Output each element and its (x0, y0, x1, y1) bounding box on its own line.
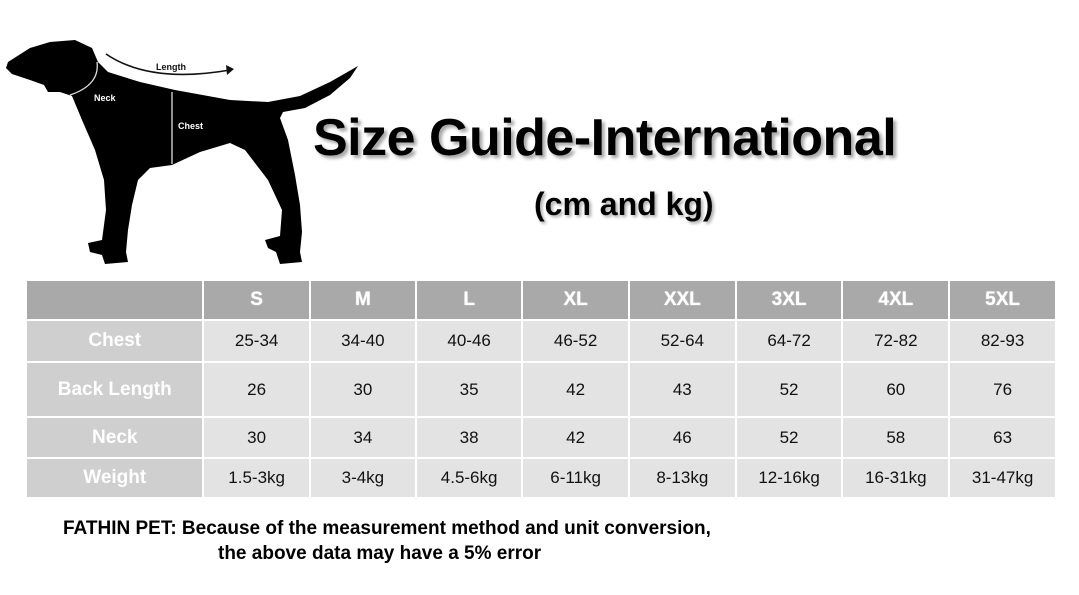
length-label: Length (156, 62, 186, 72)
table-cell: 30 (310, 363, 415, 416)
header-cell: S (204, 281, 309, 319)
row-label: Chest (27, 321, 203, 361)
dog-measurement-diagram: Length Neck Chest (6, 40, 358, 264)
table-cell: 38 (416, 418, 522, 457)
size-table: S M L XL XXL 3XL 4XL 5XL Chest 25-34 34-40… (25, 279, 1057, 499)
table-cell: 8-13kg (629, 459, 735, 497)
table-cell: 72-82 (843, 321, 949, 361)
header-cell: 5XL (950, 281, 1055, 319)
table-cell: 46-52 (523, 321, 628, 361)
table-cell: 43 (629, 363, 735, 416)
header-cell (27, 281, 203, 319)
table-cell: 60 (843, 363, 949, 416)
row-label: Weight (27, 459, 203, 497)
page-subtitle: (cm and kg) (534, 186, 714, 222)
header-cell: M (310, 281, 415, 319)
row-label: Neck (27, 418, 203, 457)
table-cell: 34-40 (310, 321, 415, 361)
header-cell: 3XL (736, 281, 842, 319)
table-cell: 42 (523, 363, 628, 416)
header-cell: 4XL (843, 281, 949, 319)
length-arrow (105, 53, 231, 76)
table-row: Chest 25-34 34-40 40-46 46-52 52-64 64-72 72-82… (27, 321, 1055, 361)
header-cell: XXL (629, 281, 735, 319)
table-cell: 76 (950, 363, 1055, 416)
table-cell: 30 (204, 418, 309, 457)
table-cell: 52 (736, 363, 842, 416)
row-label: Back Length (27, 363, 203, 416)
neck-line (69, 61, 98, 96)
header-cell: L (416, 281, 522, 319)
dog-silhouette (6, 40, 358, 264)
header-cell: XL (523, 281, 628, 319)
table-cell: 31-47kg (950, 459, 1055, 497)
table-cell: 58 (843, 418, 949, 457)
table-cell: 34 (310, 418, 415, 457)
table-cell: 1.5-3kg (204, 459, 309, 497)
neck-label: Neck (94, 93, 117, 103)
table-row: Back Length 26 30 35 42 43 52 60 76 (27, 363, 1055, 416)
table-cell: 16-31kg (843, 459, 949, 497)
table-cell: 52-64 (629, 321, 735, 361)
table-cell: 82-93 (950, 321, 1055, 361)
header-row: S M L XL XXL 3XL 4XL 5XL (27, 281, 1055, 319)
table-row: Weight 1.5-3kg 3-4kg 4.5-6kg 6-11kg 8-13kg 12-… (27, 459, 1055, 497)
table-row: Neck 30 34 38 42 46 52 58 63 (27, 418, 1055, 457)
page-title: Size Guide-International (313, 109, 897, 167)
table-cell: 12-16kg (736, 459, 842, 497)
disclaimer-note: FATHIN PET: Because of the measurement m… (63, 516, 711, 566)
table-cell: 40-46 (416, 321, 522, 361)
table-cell: 63 (950, 418, 1055, 457)
table-cell: 46 (629, 418, 735, 457)
table-cell: 4.5-6kg (416, 459, 522, 497)
table-cell: 6-11kg (523, 459, 628, 497)
arrow-head-icon (226, 65, 234, 75)
chest-label: Chest (178, 121, 203, 131)
note-line-1: FATHIN PET: Because of the measurement m… (63, 518, 711, 539)
note-line-2: the above data may have a 5% error (218, 543, 542, 564)
table-cell: 25-34 (204, 321, 309, 361)
table-cell: 42 (523, 418, 628, 457)
table-cell: 35 (416, 363, 522, 416)
table-cell: 52 (736, 418, 842, 457)
table-cell: 64-72 (736, 321, 842, 361)
table-cell: 3-4kg (310, 459, 415, 497)
table-cell: 26 (204, 363, 309, 416)
